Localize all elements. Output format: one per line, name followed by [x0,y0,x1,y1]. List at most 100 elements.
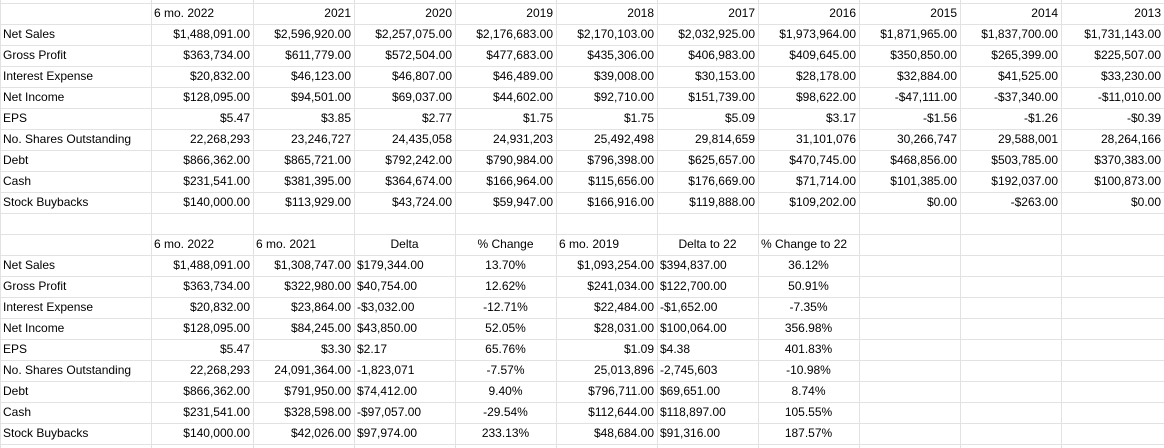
value-cell[interactable]: $435,306.00 [587,48,654,62]
value-cell[interactable]: $43,724.00 [391,195,452,209]
value-cell[interactable]: -$1.56 [922,111,957,125]
value-cell[interactable]: $791,950.00 [284,384,351,398]
value-cell[interactable]: 22,268,293 [189,363,250,377]
value-cell[interactable]: -$3,032.00 [357,300,415,314]
row-label-cell[interactable]: EPS [3,342,28,356]
value-cell[interactable]: $2,032,925.00 [678,27,755,41]
value-cell[interactable]: -10.98% [786,363,831,377]
value-cell[interactable]: $118,897.00 [660,405,726,419]
row-label-cell[interactable]: Net Sales [3,27,56,41]
column-header-cell[interactable]: 6 mo. 2022 [154,6,215,20]
value-cell[interactable]: 233.13% [481,426,530,440]
value-cell[interactable]: $91,316.00 [660,426,721,440]
value-cell[interactable]: $796,398.00 [587,153,654,167]
value-cell[interactable]: $1.75 [522,111,553,125]
value-cell[interactable]: 356.98% [784,321,833,335]
column-header-cell[interactable]: 2017 [728,6,755,20]
value-cell[interactable]: $322,980.00 [284,279,351,293]
value-cell[interactable]: $409,645.00 [789,48,856,62]
value-cell[interactable]: $2,257,075.00 [375,27,452,41]
value-cell[interactable]: $2,176,683.00 [476,27,553,41]
value-cell[interactable]: $0.00 [926,195,957,209]
value-cell[interactable]: 24,091,364.00 [274,363,351,377]
value-cell[interactable]: $94,501.00 [290,90,351,104]
value-cell[interactable]: 23,246,727 [290,132,351,146]
value-cell[interactable]: $470,745.00 [789,153,856,167]
value-cell[interactable]: 24,435,058 [391,132,452,146]
column-header-cell[interactable]: 2020 [425,6,452,20]
value-cell[interactable]: $23,864.00 [290,300,351,314]
value-cell[interactable]: $1.09 [623,342,654,356]
value-cell[interactable]: -$1,652.00 [660,300,718,314]
value-cell[interactable]: $231,541.00 [183,405,250,419]
column-header-cell[interactable]: 2021 [324,6,351,20]
value-cell[interactable]: 30,266,747 [896,132,957,146]
value-cell[interactable]: $119,888.00 [689,195,755,209]
value-cell[interactable]: $42,026.00 [290,426,351,440]
value-cell[interactable]: $115,656.00 [588,174,654,188]
value-cell[interactable]: 9.40% [488,384,523,398]
value-cell[interactable]: $866,362.00 [183,153,250,167]
value-cell[interactable]: $625,657.00 [688,153,755,167]
value-cell[interactable]: $46,123.00 [290,69,351,83]
value-cell[interactable]: $611,779.00 [285,48,351,62]
value-cell[interactable]: $1,093,254.00 [577,258,654,272]
value-cell[interactable]: -7.57% [486,363,525,377]
value-cell[interactable]: -$263.00 [1010,195,1058,209]
value-cell[interactable]: $46,489.00 [492,69,553,83]
value-cell[interactable]: $3.30 [320,342,351,356]
value-cell[interactable]: $265,399.00 [991,48,1058,62]
value-cell[interactable]: $28,031.00 [593,321,654,335]
column-header-cell[interactable]: Delta to 22 [678,237,737,251]
value-cell[interactable]: $0.00 [1130,195,1161,209]
value-cell[interactable]: $166,916.00 [587,195,654,209]
row-label-cell[interactable]: Cash [3,405,32,419]
value-cell[interactable]: $350,850.00 [890,48,957,62]
value-cell[interactable]: -$37,340.00 [993,90,1058,104]
value-cell[interactable]: 24,931,203 [492,132,553,146]
value-cell[interactable]: 50.91% [788,279,829,293]
value-cell[interactable]: 105.55% [784,405,833,419]
value-cell[interactable]: $33,230.00 [1100,69,1161,83]
value-cell[interactable]: $40,754.00 [357,279,418,293]
value-cell[interactable]: $790,984.00 [486,153,553,167]
value-cell[interactable]: $2,170,103.00 [577,27,654,41]
value-cell[interactable]: 12.62% [485,279,526,293]
value-cell[interactable]: $100,873.00 [1094,174,1161,188]
value-cell[interactable]: $363,734.00 [183,48,250,62]
value-cell[interactable]: $44,602.00 [492,90,553,104]
column-header-cell[interactable]: % Change to 22 [761,237,848,251]
value-cell[interactable]: $84,245.00 [290,321,351,335]
column-header-cell[interactable]: 2018 [627,6,654,20]
value-cell[interactable]: 36.12% [788,258,829,272]
value-cell[interactable]: $109,202.00 [789,195,856,209]
value-cell[interactable]: $192,037.00 [991,174,1058,188]
value-cell[interactable]: $22,484.00 [593,300,654,314]
value-cell[interactable]: $46,807.00 [391,69,452,83]
value-cell[interactable]: -1,823,071 [357,363,415,377]
value-cell[interactable]: $43,850.00 [357,321,418,335]
value-cell[interactable]: $179,344.00 [357,258,424,272]
row-label-cell[interactable]: EPS [3,111,28,125]
row-label-cell[interactable]: No. Shares Outstanding [3,132,132,146]
value-cell[interactable]: $381,395.00 [284,174,351,188]
value-cell[interactable]: $572,504.00 [385,48,452,62]
value-cell[interactable]: -29.54% [483,405,528,419]
value-cell[interactable]: -7.35% [789,300,828,314]
value-cell[interactable]: $41,525.00 [997,69,1058,83]
value-cell[interactable]: $97,974.00 [357,426,418,440]
row-label-cell[interactable]: Cash [3,174,32,188]
column-header-cell[interactable]: 6 mo. 2022 [154,237,215,251]
value-cell[interactable]: $1,488,091.00 [173,258,250,272]
column-header-cell[interactable]: 2019 [526,6,553,20]
column-header-cell[interactable]: 2015 [930,6,957,20]
value-cell[interactable]: $1.75 [623,111,654,125]
value-cell[interactable]: $5.47 [219,111,250,125]
value-cell[interactable]: $30,153.00 [694,69,755,83]
value-cell[interactable]: $20,832.00 [189,300,250,314]
value-cell[interactable]: $328,598.00 [284,405,351,419]
column-header-cell[interactable]: % Change [477,237,534,251]
row-label-cell[interactable]: No. Shares Outstanding [3,363,132,377]
value-cell[interactable]: $3.17 [825,111,856,125]
value-cell[interactable]: $2.17 [357,342,388,356]
